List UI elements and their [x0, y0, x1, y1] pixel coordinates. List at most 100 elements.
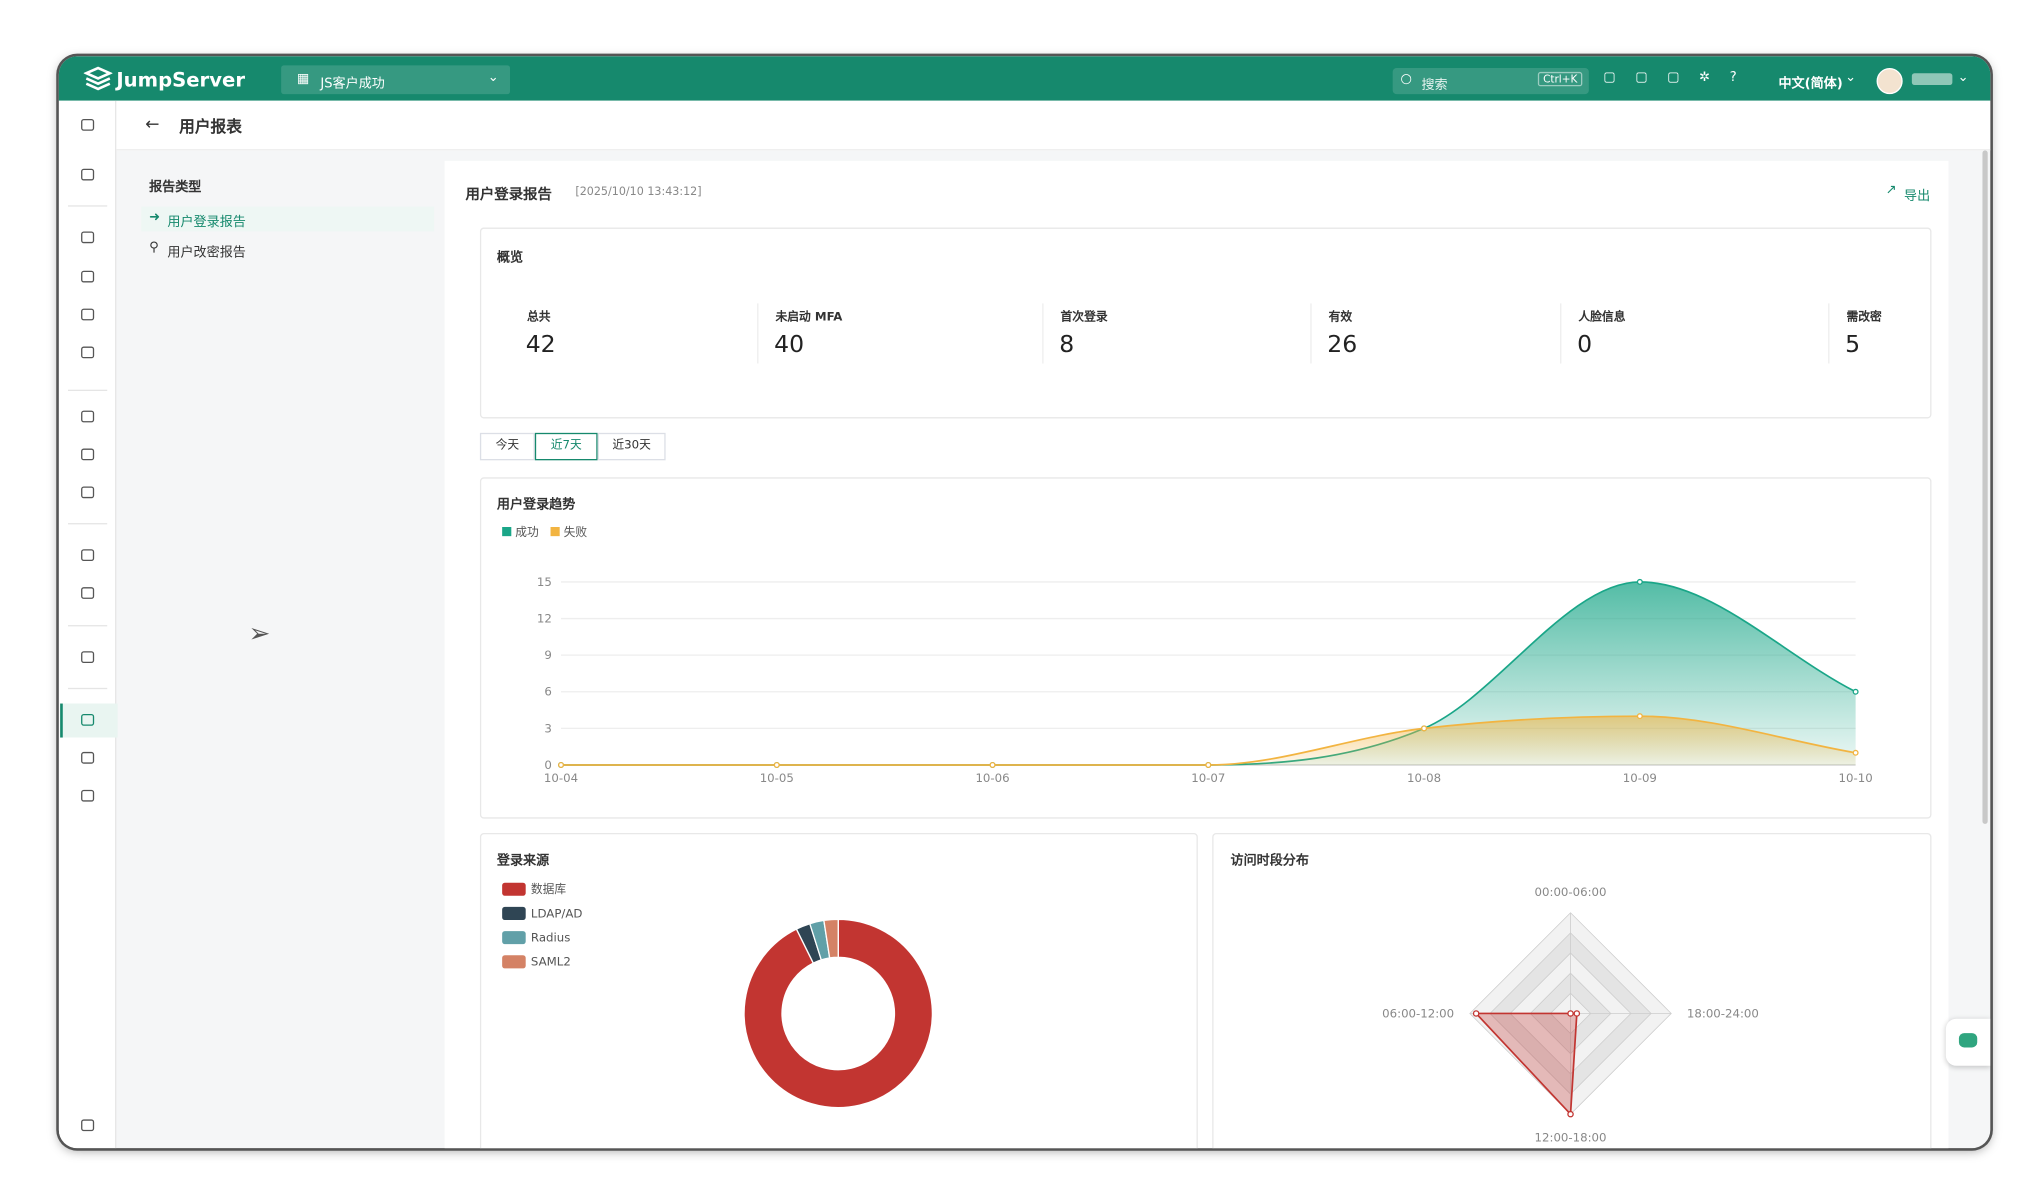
org-select[interactable] — [281, 65, 510, 95]
avatar[interactable] — [1876, 67, 1903, 95]
user-name-blurred[interactable] — [1911, 73, 1953, 85]
back-arrow[interactable]: ← — [145, 115, 160, 135]
point — [1636, 713, 1643, 720]
sidebar-icon: ➜ — [149, 210, 161, 225]
pie-slice — [743, 918, 933, 1109]
icon-rail — [58, 100, 117, 1149]
logo — [83, 66, 113, 91]
x-tick-label: 10-04 — [544, 771, 578, 785]
caret: ⌄ — [487, 70, 499, 85]
x-tick-label: 10-09 — [1623, 771, 1657, 785]
radar-point — [1567, 1110, 1574, 1118]
radar-label: 12:00-18:00 — [1535, 1131, 1607, 1145]
stat-value: 5 — [1845, 330, 1861, 359]
legend-swatch — [550, 526, 560, 537]
export-icon[interactable]: ↗ — [1885, 183, 1897, 198]
legend-label: Radius — [531, 931, 570, 945]
page-title: 用户报表 — [179, 117, 242, 136]
y-tick-label: 9 — [544, 648, 551, 662]
stat-value: 40 — [774, 330, 805, 359]
search-placeholder[interactable]: 搜索 — [1421, 78, 1448, 93]
y-tick-label: 0 — [544, 758, 551, 772]
shortcut: Ctrl+K — [1537, 71, 1583, 87]
rail-divider — [67, 523, 108, 525]
rail-icon[interactable] — [81, 270, 95, 283]
stat-divider — [1042, 303, 1044, 364]
stat-divider — [1828, 303, 1830, 364]
rail-active[interactable] — [60, 703, 118, 738]
y-tick-label: 12 — [537, 611, 552, 625]
brand: JumpServer — [116, 67, 246, 92]
rail-icon[interactable] — [81, 448, 95, 461]
y-tick-label: 6 — [544, 685, 551, 699]
chart-title: 登录来源 — [496, 852, 549, 868]
rail-divider — [67, 687, 108, 690]
page-header — [116, 100, 1991, 151]
rail-icon[interactable] — [81, 231, 95, 244]
rail-icon[interactable] — [81, 789, 95, 802]
stat-divider — [1310, 303, 1312, 364]
radar-point — [1567, 1010, 1574, 1017]
point — [1636, 578, 1643, 585]
sidebar-item[interactable]: 用户登录报告 — [167, 215, 246, 231]
radar-point — [1472, 1010, 1480, 1017]
radar-area — [1474, 1012, 1578, 1117]
scrollbar[interactable] — [1982, 150, 1988, 824]
stat-value: 0 — [1577, 330, 1593, 359]
rail-icon[interactable] — [81, 549, 95, 561]
search-icon: ○ — [1400, 71, 1412, 87]
sidebar-item[interactable]: 用户改密报告 — [167, 245, 246, 261]
sidebar-title: 报告类型 — [149, 180, 202, 195]
rail-icon[interactable] — [81, 587, 95, 599]
radar-label: 00:00-06:00 — [1535, 885, 1607, 899]
export[interactable]: 导出 — [1903, 189, 1931, 204]
stat-divider — [757, 303, 759, 364]
rail-divider — [67, 625, 108, 627]
top-bar — [58, 56, 1991, 101]
radar-point — [1573, 1010, 1581, 1017]
point — [773, 761, 780, 769]
area — [560, 716, 1856, 765]
language[interactable]: 中文(简体) — [1778, 77, 1843, 92]
stat-value: 8 — [1059, 330, 1075, 359]
rail-icon[interactable] — [81, 713, 95, 726]
point — [1852, 749, 1859, 756]
legend-label: 失败 — [564, 525, 588, 539]
rail-icon[interactable] — [81, 651, 95, 663]
chat-icon[interactable] — [1958, 1033, 1978, 1048]
rail-icon[interactable] — [81, 1119, 95, 1132]
tab[interactable]: 今天 — [479, 432, 535, 461]
overview-title: 概览 — [496, 251, 524, 266]
stat-label: 人脸信息 — [1578, 311, 1626, 325]
rail-icon[interactable] — [81, 410, 95, 423]
legend-label: LDAP/AD — [531, 906, 583, 920]
x-tick-label: 10-07 — [1191, 771, 1225, 785]
rail-divider — [67, 389, 108, 391]
rail-icon[interactable] — [81, 751, 95, 764]
stat-value: 42 — [525, 330, 556, 359]
cursor: ➢ — [248, 617, 271, 649]
report-title: 用户登录报告 — [465, 185, 552, 203]
point — [557, 761, 565, 769]
tab[interactable]: 近30天 — [597, 432, 666, 461]
legend-swatch — [502, 906, 526, 920]
tab[interactable]: 近7天 — [534, 432, 598, 461]
rail-icon[interactable] — [81, 346, 95, 359]
x-tick-label: 10-06 — [975, 771, 1009, 785]
org-name[interactable]: JS客户成功 — [320, 77, 385, 92]
legend-swatch — [502, 955, 526, 969]
rail-icon[interactable] — [81, 486, 95, 499]
legend-label: 成功 — [515, 525, 539, 539]
legend-swatch — [502, 931, 526, 945]
radar-label: 06:00-12:00 — [1382, 1006, 1454, 1020]
sidebar-active[interactable] — [141, 206, 435, 232]
rail-icon[interactable] — [81, 118, 95, 131]
overview-card — [479, 227, 1932, 419]
rail-icon[interactable] — [81, 168, 95, 181]
stat-label: 有效 — [1328, 311, 1353, 325]
report-time: [2025/10/10 13:43:12] — [575, 185, 702, 199]
rail-icon[interactable] — [81, 308, 95, 321]
header-icons[interactable]: ▢▢▢✲? — [1603, 70, 1757, 85]
point — [1205, 761, 1212, 769]
